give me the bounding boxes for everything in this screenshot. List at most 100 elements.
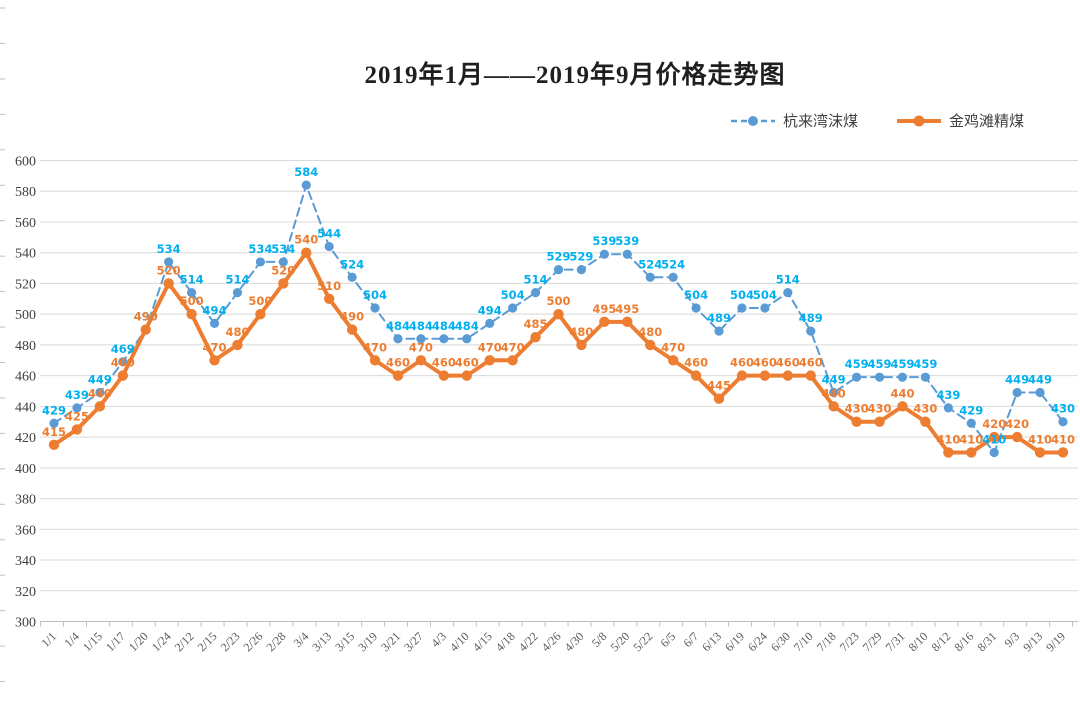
data-point-marker bbox=[461, 370, 472, 381]
data-label: 460 bbox=[799, 356, 823, 370]
data-label: 489 bbox=[707, 311, 731, 325]
data-label: 520 bbox=[271, 263, 295, 277]
data-label: 460 bbox=[776, 356, 800, 370]
data-label: 460 bbox=[386, 356, 410, 370]
data-point-marker bbox=[49, 418, 59, 428]
data-label: 420 bbox=[1005, 417, 1029, 431]
y-tick-label: 540 bbox=[15, 247, 36, 262]
y-tick-label: 340 bbox=[15, 554, 36, 569]
x-tick-label: 6/24 bbox=[745, 629, 770, 654]
data-label: 459 bbox=[913, 357, 937, 371]
data-point-marker bbox=[186, 288, 197, 298]
x-tick-label: 3/27 bbox=[401, 629, 426, 654]
x-tick-label: 3/13 bbox=[309, 629, 334, 654]
data-point-marker bbox=[943, 403, 953, 413]
data-label: 500 bbox=[546, 294, 570, 308]
data-label: 484 bbox=[455, 319, 479, 333]
x-tick-label: 4/3 bbox=[428, 629, 449, 650]
data-label: 459 bbox=[868, 357, 892, 371]
data-point-marker bbox=[278, 278, 289, 289]
x-tick-label: 2/26 bbox=[241, 629, 266, 654]
series-1-data-labels: 4154254404604905205004704805005205405104… bbox=[42, 233, 1075, 447]
data-label: 480 bbox=[569, 325, 593, 339]
data-label: 544 bbox=[317, 227, 341, 241]
data-point-marker bbox=[530, 288, 541, 298]
data-point-marker bbox=[347, 272, 357, 282]
data-point-marker bbox=[966, 418, 976, 428]
data-point-marker bbox=[71, 424, 83, 435]
data-label: 410 bbox=[982, 432, 1006, 446]
data-label: 489 bbox=[799, 311, 823, 325]
data-label: 540 bbox=[294, 233, 318, 247]
data-label: 430 bbox=[868, 402, 892, 416]
data-label: 485 bbox=[524, 317, 548, 331]
data-label: 500 bbox=[248, 294, 272, 308]
x-tick-label: 6/5 bbox=[658, 629, 679, 650]
data-label: 449 bbox=[88, 373, 112, 387]
data-point-marker bbox=[759, 370, 771, 381]
x-axis-labels: 1/1 1/41/151/171/201/242/122/152/232/262/… bbox=[38, 629, 1068, 654]
y-tick-label: 580 bbox=[15, 185, 36, 200]
data-label: 460 bbox=[111, 356, 135, 370]
x-tick-label: 3/15 bbox=[332, 629, 357, 654]
data-point-marker bbox=[324, 241, 334, 252]
x-tick-label: 8/16 bbox=[951, 629, 976, 654]
data-point-marker bbox=[1035, 387, 1045, 398]
data-point-marker bbox=[118, 357, 128, 367]
x-tick-label: 7/29 bbox=[860, 629, 885, 654]
data-label: 539 bbox=[592, 234, 616, 248]
x-tick-label: 2/15 bbox=[195, 629, 220, 654]
data-label: 514 bbox=[524, 273, 548, 287]
x-tick-label: 6/13 bbox=[699, 629, 724, 654]
x-tick-label: 1/24 bbox=[149, 629, 174, 654]
x-tick-label: 1/1 bbox=[38, 629, 59, 650]
data-point-marker bbox=[897, 401, 908, 412]
series-0-markers bbox=[49, 180, 1068, 458]
data-label: 415 bbox=[42, 425, 66, 439]
data-point-marker bbox=[164, 257, 174, 267]
left-edge-ticks bbox=[0, 7, 5, 683]
data-point-marker bbox=[94, 401, 106, 412]
data-point-marker bbox=[393, 334, 403, 344]
data-point-marker bbox=[874, 372, 885, 382]
data-label: 410 bbox=[1028, 432, 1052, 446]
y-tick-label: 480 bbox=[15, 339, 36, 354]
data-label: 490 bbox=[340, 310, 364, 324]
data-point-marker bbox=[668, 272, 678, 282]
data-label: 410 bbox=[1051, 432, 1075, 446]
data-point-marker bbox=[163, 278, 174, 289]
data-label: 504 bbox=[753, 288, 777, 302]
x-tick-label: 8/31 bbox=[974, 629, 999, 654]
data-label: 539 bbox=[615, 234, 639, 248]
legend-label-hanglaiwan-momei: 杭来湾沫煤 bbox=[783, 114, 859, 130]
data-label: 490 bbox=[134, 310, 158, 324]
data-point-marker bbox=[232, 288, 243, 298]
y-tick-label: 300 bbox=[15, 616, 36, 631]
data-label: 410 bbox=[959, 432, 983, 446]
data-point-marker bbox=[530, 332, 541, 343]
data-point-marker bbox=[852, 372, 862, 382]
data-label: 470 bbox=[203, 340, 227, 354]
data-point-marker bbox=[576, 265, 587, 275]
data-label: 484 bbox=[432, 319, 456, 333]
data-label: 429 bbox=[42, 403, 66, 417]
x-tick-label: 1/20 bbox=[126, 629, 151, 654]
data-point-marker bbox=[439, 334, 449, 344]
data-label: 430 bbox=[845, 402, 869, 416]
x-tick-label: 8/10 bbox=[906, 629, 931, 654]
data-point-marker bbox=[392, 370, 404, 381]
legend-swatch-dashed-line-icon bbox=[731, 115, 775, 126]
legend-item-hanglaiwan-momei: 杭来湾沫煤 bbox=[730, 110, 858, 131]
data-label: 449 bbox=[1028, 373, 1052, 387]
y-tick-label: 460 bbox=[15, 370, 36, 385]
data-label: 470 bbox=[363, 340, 387, 354]
data-point-marker bbox=[485, 318, 495, 328]
data-point-marker bbox=[209, 318, 220, 328]
data-label: 460 bbox=[753, 356, 777, 370]
data-label: 504 bbox=[730, 288, 754, 302]
data-point-marker bbox=[507, 355, 518, 366]
x-tick-label: 2/23 bbox=[218, 629, 243, 654]
data-label: 524 bbox=[340, 257, 364, 271]
